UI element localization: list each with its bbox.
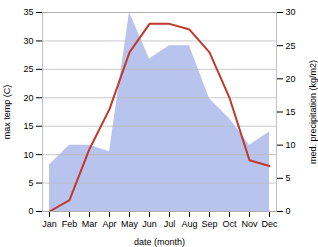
svg-text:20: 20 [23,93,33,103]
svg-text:20: 20 [286,74,296,84]
svg-text:Apr: Apr [102,219,116,229]
svg-text:May: May [121,219,139,229]
svg-text:Nov: Nov [241,219,258,229]
svg-text:25: 25 [23,64,33,74]
svg-text:15: 15 [286,107,296,117]
svg-text:date (month): date (month) [134,237,185,247]
svg-text:0: 0 [28,206,33,216]
svg-text:25: 25 [286,41,296,51]
svg-text:Mar: Mar [82,219,98,229]
svg-text:Feb: Feb [62,219,78,229]
svg-text:Aug: Aug [181,219,197,229]
svg-text:30: 30 [23,36,33,46]
svg-text:Dec: Dec [261,219,278,229]
svg-text:med. precipitation (kg/m2): med. precipitation (kg/m2) [308,60,318,164]
svg-text:Sep: Sep [201,219,217,229]
svg-text:10: 10 [286,140,296,150]
svg-text:5: 5 [28,178,33,188]
svg-text:Jul: Jul [164,219,176,229]
svg-text:15: 15 [23,121,33,131]
svg-text:0: 0 [286,206,291,216]
svg-text:Oct: Oct [222,219,237,229]
svg-text:35: 35 [23,7,33,17]
svg-text:Jan: Jan [42,219,57,229]
svg-text:10: 10 [23,150,33,160]
svg-text:Jun: Jun [142,219,157,229]
svg-text:max temp (C): max temp (C) [2,85,12,140]
svg-text:30: 30 [286,7,296,17]
svg-text:5: 5 [286,173,291,183]
